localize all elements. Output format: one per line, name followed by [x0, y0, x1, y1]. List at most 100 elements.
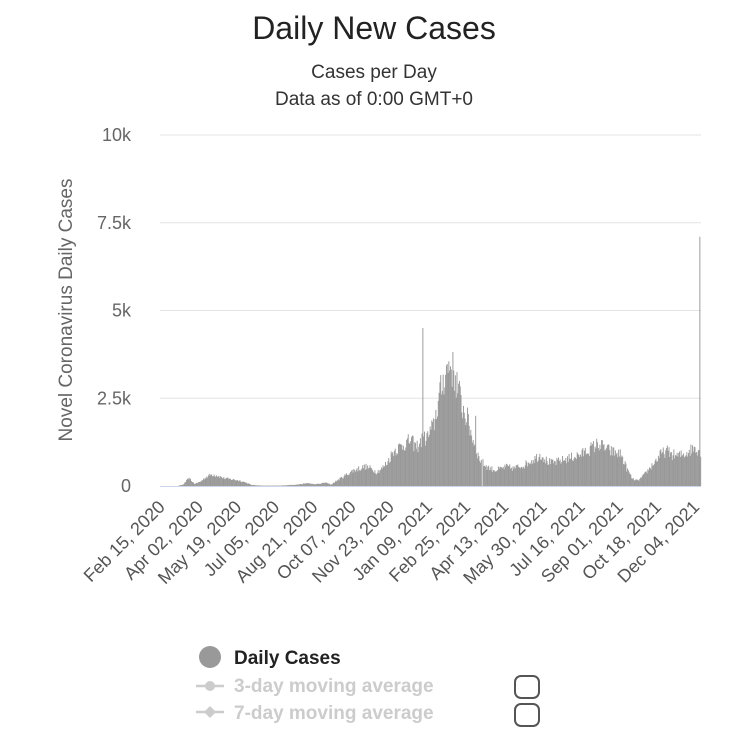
bar — [399, 443, 401, 486]
bar — [540, 459, 542, 486]
bar — [362, 465, 364, 486]
bar — [588, 455, 590, 486]
bar — [441, 391, 443, 486]
bar — [336, 481, 338, 486]
bar — [653, 463, 655, 486]
bar — [647, 469, 649, 486]
bar — [243, 482, 245, 486]
bar — [662, 452, 663, 486]
bar — [497, 470, 499, 486]
bar — [247, 483, 249, 486]
bar — [382, 465, 384, 486]
bar — [595, 448, 597, 486]
bar — [401, 444, 403, 486]
bar — [448, 361, 450, 486]
bar — [451, 386, 453, 486]
bar — [608, 444, 610, 486]
bar — [387, 461, 389, 486]
bar — [532, 463, 533, 486]
bar — [368, 467, 370, 486]
bar — [640, 477, 642, 486]
bar — [317, 483, 319, 486]
bar — [233, 478, 235, 486]
bar — [500, 467, 502, 486]
bar — [489, 467, 491, 486]
bar — [679, 457, 681, 486]
legend-7-day-toggle-checkbox[interactable] — [514, 703, 540, 727]
bar — [529, 462, 531, 486]
bar — [286, 485, 288, 486]
legend-7-day-label: 7-day moving average — [234, 703, 434, 724]
bar — [393, 450, 395, 486]
bar — [310, 483, 312, 486]
bar — [256, 485, 258, 486]
bar — [367, 468, 369, 486]
bar — [179, 485, 181, 486]
bar — [454, 375, 456, 486]
bar — [206, 476, 208, 486]
bar — [477, 452, 479, 486]
bar — [604, 450, 606, 486]
bar — [664, 457, 666, 486]
bar — [391, 453, 393, 486]
bar — [311, 483, 313, 486]
bar — [689, 455, 691, 486]
bar — [305, 483, 307, 486]
bar — [346, 474, 348, 486]
bar — [221, 477, 223, 486]
bar — [696, 452, 698, 486]
bar — [634, 480, 636, 486]
bar — [185, 482, 187, 486]
bar — [616, 452, 618, 486]
bar — [303, 483, 305, 486]
bar — [251, 485, 253, 486]
bar — [510, 468, 512, 486]
bar — [334, 481, 336, 486]
bar — [352, 472, 354, 486]
bar — [190, 480, 192, 486]
legend-item-daily-cases[interactable]: Daily Cases — [199, 646, 341, 669]
bar — [675, 455, 676, 486]
bar — [226, 477, 228, 486]
bar — [363, 464, 365, 486]
bar — [467, 414, 469, 486]
bar — [546, 461, 548, 486]
legend-3-day-label: 3-day moving average — [234, 676, 434, 697]
bar — [594, 446, 596, 486]
bar — [523, 466, 525, 486]
bar — [322, 483, 324, 486]
bar — [350, 470, 352, 486]
bar — [488, 470, 490, 486]
bar — [656, 461, 658, 486]
bar — [533, 463, 535, 486]
bar — [688, 449, 690, 486]
bar — [674, 458, 676, 486]
bar — [528, 464, 530, 486]
bar — [558, 461, 560, 486]
bar — [407, 434, 409, 486]
bar — [435, 409, 437, 486]
bar — [687, 456, 689, 486]
bar — [377, 469, 379, 486]
bar — [469, 435, 471, 486]
bar — [520, 467, 522, 486]
legend-item-7-day-average[interactable]: 7-day moving average — [196, 703, 540, 727]
bar — [508, 466, 510, 486]
bar — [294, 484, 295, 486]
bar — [431, 420, 433, 486]
bar — [404, 450, 406, 486]
bar — [359, 470, 361, 486]
bar — [510, 467, 512, 486]
chart-subtitle-line-1: Cases per Day — [311, 62, 437, 83]
bar — [252, 484, 254, 486]
bar — [605, 448, 607, 486]
bar — [612, 447, 614, 486]
bar — [497, 466, 499, 486]
bar — [446, 364, 448, 486]
bar — [605, 449, 607, 486]
bar — [311, 483, 313, 486]
bar — [696, 455, 698, 486]
bar — [394, 448, 396, 486]
legend-item-3-day-average[interactable]: 3-day moving average — [196, 675, 540, 699]
legend-3-day-toggle-checkbox[interactable] — [514, 675, 540, 699]
